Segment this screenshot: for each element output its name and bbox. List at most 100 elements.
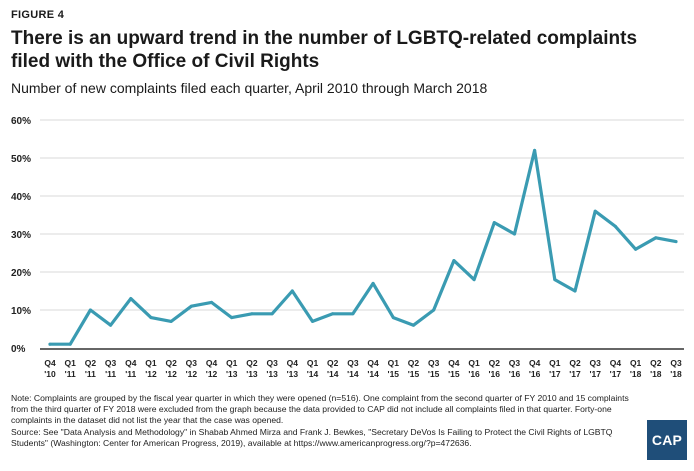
x-tick-quarter: Q4 bbox=[287, 358, 299, 368]
x-tick-quarter: Q4 bbox=[448, 358, 460, 368]
x-tick-year: '17 bbox=[610, 369, 622, 379]
x-tick-quarter: Q1 bbox=[388, 358, 400, 368]
x-tick-quarter: Q1 bbox=[145, 358, 157, 368]
x-tick-quarter: Q2 bbox=[246, 358, 258, 368]
x-tick-quarter: Q2 bbox=[408, 358, 420, 368]
x-tick-year: '18 bbox=[670, 369, 682, 379]
data-point bbox=[311, 319, 315, 323]
data-point bbox=[250, 312, 254, 316]
data-point bbox=[149, 316, 153, 320]
source-text: Source: See "Data Analysis and Methodolo… bbox=[11, 426, 613, 448]
line-chart: 0% 10% 20% 30% 40% 50% 60% Q4'10 Q1'11 Q2'11 Q3'1… bbox=[0, 100, 694, 390]
note-text: Note: Complaints are grouped by the fisc… bbox=[11, 393, 629, 426]
x-tick-quarter: Q3 bbox=[266, 358, 278, 368]
x-tick-quarter: Q4 bbox=[125, 358, 137, 368]
gridlines bbox=[40, 119, 684, 311]
chart-svg: 0%10%20%30%40%50%60% Q4'10Q1'11Q2'11Q3'1… bbox=[11, 116, 684, 379]
x-tick-year: '13 bbox=[226, 369, 238, 379]
data-point bbox=[189, 304, 193, 308]
x-tick-year: '11 bbox=[65, 369, 76, 379]
data-point bbox=[169, 319, 173, 323]
x-tick-year: '16 bbox=[489, 369, 501, 379]
data-point bbox=[492, 221, 496, 225]
x-tick-quarter: Q1 bbox=[226, 358, 238, 368]
x-tick-year: '18 bbox=[630, 369, 642, 379]
data-point bbox=[432, 308, 436, 312]
x-tick-quarter: Q2 bbox=[327, 358, 339, 368]
x-tick-year: '17 bbox=[549, 369, 561, 379]
x-tick-year: '11 bbox=[105, 369, 116, 379]
x-tick-quarter: Q1 bbox=[65, 358, 77, 368]
x-tick-quarter: Q3 bbox=[105, 358, 117, 368]
x-tick-year: '13 bbox=[246, 369, 258, 379]
data-point bbox=[68, 342, 72, 346]
x-tick-year: '17 bbox=[569, 369, 581, 379]
x-tick-year: '11 bbox=[85, 369, 96, 379]
x-tick-quarter: Q2 bbox=[85, 358, 97, 368]
x-tick-year: '13 bbox=[266, 369, 278, 379]
x-tick-quarter: Q1 bbox=[468, 358, 480, 368]
x-tick-year: '11 bbox=[125, 369, 136, 379]
x-tick-year: '15 bbox=[388, 369, 400, 379]
x-tick-year: '14 bbox=[307, 369, 319, 379]
series-line bbox=[48, 148, 678, 346]
x-tick-year: '12 bbox=[145, 369, 157, 379]
y-axis-ticks: 0% 10% 20% 30% 40% 50% 60% bbox=[11, 116, 31, 355]
data-point bbox=[654, 236, 658, 240]
data-point bbox=[88, 308, 92, 312]
data-point bbox=[230, 316, 234, 320]
x-tick-quarter: Q1 bbox=[549, 358, 561, 368]
data-point bbox=[553, 278, 557, 282]
y-tick-label: 60% bbox=[11, 116, 31, 127]
chart-subtitle: Number of new complaints filed each quar… bbox=[11, 80, 488, 96]
x-tick-year: '12 bbox=[186, 369, 198, 379]
y-tick-label: 20% bbox=[11, 268, 31, 279]
x-tick-year: '13 bbox=[287, 369, 299, 379]
data-point bbox=[48, 342, 52, 346]
data-point bbox=[533, 148, 537, 152]
x-tick-year: '16 bbox=[468, 369, 480, 379]
x-tick-quarter: Q2 bbox=[165, 358, 177, 368]
figure-label: FIGURE 4 bbox=[11, 9, 65, 21]
x-tick-year: '12 bbox=[165, 369, 177, 379]
x-tick-quarter: Q3 bbox=[509, 358, 521, 368]
y-tick-label: 30% bbox=[11, 230, 31, 241]
x-tick-year: '16 bbox=[529, 369, 541, 379]
x-tick-quarter: Q3 bbox=[347, 358, 359, 368]
x-tick-quarter: Q3 bbox=[590, 358, 602, 368]
x-tick-year: '15 bbox=[448, 369, 460, 379]
data-point bbox=[634, 247, 638, 251]
chart-title: There is an upward trend in the number o… bbox=[11, 28, 638, 72]
y-tick-label: 40% bbox=[11, 192, 31, 203]
x-tick-quarter: Q2 bbox=[489, 358, 501, 368]
x-axis-ticks: Q4'10Q1'11Q2'11Q3'11Q4'11Q1'12Q2'12Q3'12… bbox=[44, 358, 682, 379]
data-point bbox=[411, 323, 415, 327]
x-tick-quarter: Q1 bbox=[630, 358, 642, 368]
x-tick-quarter: Q4 bbox=[44, 358, 56, 368]
x-tick-quarter: Q4 bbox=[610, 358, 622, 368]
data-point bbox=[573, 289, 577, 293]
x-tick-quarter: Q3 bbox=[428, 358, 440, 368]
data-point bbox=[371, 281, 375, 285]
x-tick-year: '14 bbox=[367, 369, 379, 379]
y-tick-label: 0% bbox=[11, 344, 26, 355]
data-point bbox=[270, 312, 274, 316]
x-tick-quarter: Q2 bbox=[569, 358, 581, 368]
x-tick-year: '10 bbox=[44, 369, 56, 379]
data-point bbox=[129, 297, 133, 301]
x-tick-year: '15 bbox=[428, 369, 440, 379]
x-tick-year: '12 bbox=[206, 369, 218, 379]
x-tick-year: '14 bbox=[327, 369, 339, 379]
x-tick-quarter: Q4 bbox=[206, 358, 218, 368]
data-point bbox=[512, 232, 516, 236]
data-point bbox=[452, 259, 456, 263]
data-point bbox=[472, 278, 476, 282]
notes-block: Note: Complaints are grouped by the fisc… bbox=[11, 393, 636, 449]
data-point bbox=[210, 300, 214, 304]
data-point bbox=[674, 240, 678, 244]
x-tick-year: '18 bbox=[650, 369, 662, 379]
y-tick-label: 50% bbox=[11, 154, 31, 165]
x-tick-year: '17 bbox=[589, 369, 601, 379]
cap-logo: CAP bbox=[647, 420, 687, 460]
data-point bbox=[613, 224, 617, 228]
